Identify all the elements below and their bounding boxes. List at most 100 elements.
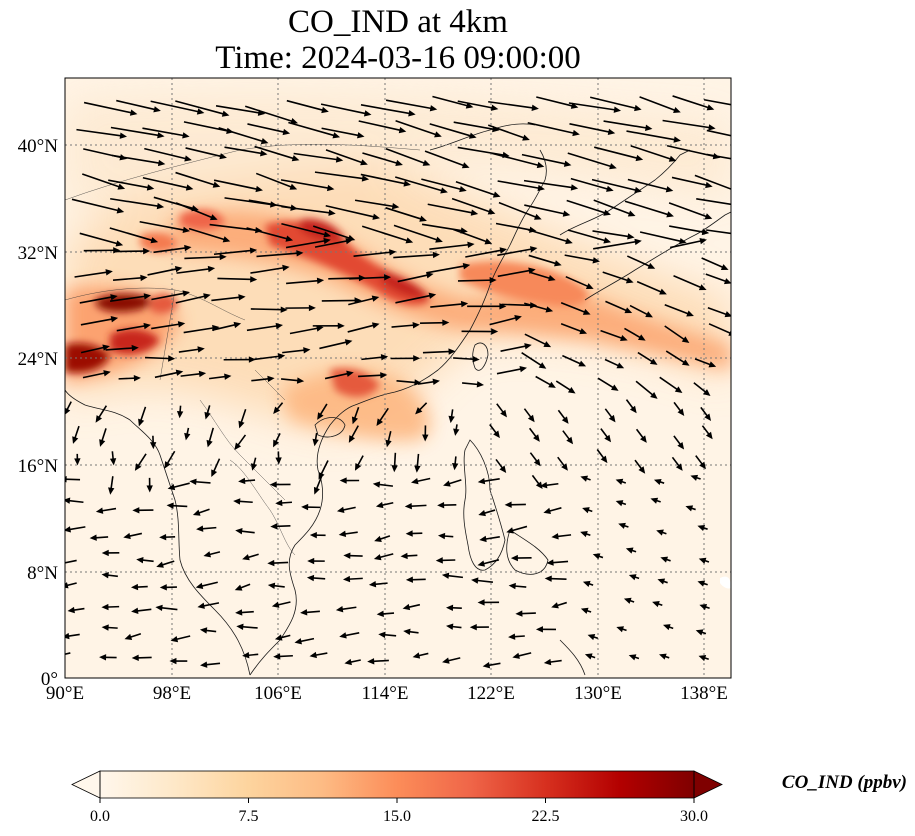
wind-vector-head xyxy=(209,214,218,221)
wind-vector-head xyxy=(531,104,539,111)
wind-vector-head xyxy=(414,379,422,386)
lon-tick-label: 138°E xyxy=(680,683,728,704)
wind-vector-shaft xyxy=(626,130,677,141)
wind-vector-shaft xyxy=(217,277,254,281)
wind-vector-head xyxy=(306,574,315,582)
wind-vector-head xyxy=(318,471,325,480)
wind-vector-head xyxy=(747,136,755,142)
wind-vector-shaft xyxy=(455,180,497,197)
wind-vector-head xyxy=(699,237,707,245)
wind-vector-head xyxy=(203,293,211,300)
wind-vector-head xyxy=(185,184,194,191)
wind-vector-shaft xyxy=(142,127,186,137)
wind-vector-shaft xyxy=(180,372,203,377)
wind-vector-head xyxy=(645,311,653,318)
lat-tick-label: 8°N xyxy=(27,563,58,584)
wind-vector-shaft xyxy=(706,153,731,160)
wind-vector-head xyxy=(238,294,246,301)
wind-vector-head xyxy=(519,365,527,373)
wind-vector-shaft xyxy=(453,121,496,131)
wind-vector-head xyxy=(367,658,375,665)
wind-vector-head xyxy=(448,348,456,355)
wind-vector-head xyxy=(290,118,299,125)
wind-vector-head xyxy=(159,533,167,541)
wind-vector-shaft xyxy=(246,227,290,241)
wind-vector-head xyxy=(197,602,205,609)
wind-vector-shaft xyxy=(495,222,533,232)
wind-vector-shaft xyxy=(481,478,500,483)
wind-vector-head xyxy=(212,181,221,188)
wind-vector-shaft xyxy=(524,333,548,346)
wind-vector-shaft xyxy=(639,231,683,243)
colorbar-extend-min xyxy=(71,770,101,799)
wind-vector-shaft xyxy=(564,254,596,262)
wind-vector-head xyxy=(615,478,624,485)
wind-vector-shaft xyxy=(500,344,528,352)
wind-vector-shaft xyxy=(82,371,107,379)
wind-vector-head xyxy=(348,435,355,443)
wind-vector-shaft xyxy=(280,179,331,190)
wind-vector-head xyxy=(301,503,309,511)
wind-vector-head xyxy=(326,184,335,192)
wind-vector-shaft xyxy=(693,382,708,395)
wind-vector-head xyxy=(405,530,413,537)
wind-vector-head xyxy=(101,624,109,631)
wind-vectors xyxy=(57,95,755,669)
wind-vector-head xyxy=(634,238,642,246)
wind-vector-head xyxy=(551,533,559,540)
wind-vector-head xyxy=(690,474,699,481)
wind-vector-head xyxy=(196,108,205,115)
wind-vector-shaft xyxy=(111,154,162,165)
wind-vector-head xyxy=(600,455,608,464)
wind-vector-shaft xyxy=(321,299,358,302)
wind-vector-shaft xyxy=(144,147,188,160)
wind-vector-shaft xyxy=(116,99,157,111)
wind-vector-head xyxy=(561,463,568,471)
wind-vector-shaft xyxy=(569,123,612,134)
wind-vector-head xyxy=(504,501,512,508)
wind-vector-head xyxy=(538,362,547,369)
wind-vector-head xyxy=(608,414,616,423)
lon-tick-label: 90°E xyxy=(46,683,84,704)
wind-vector-head xyxy=(207,265,216,273)
wind-vector-head xyxy=(323,237,331,245)
wind-vector-shaft xyxy=(694,174,731,190)
wind-vector-shaft xyxy=(361,356,385,361)
wind-vector-shaft xyxy=(362,152,400,165)
wind-vector-head xyxy=(698,655,707,662)
wind-vector-shaft xyxy=(567,229,608,242)
wind-vector-head xyxy=(647,262,656,269)
wind-vector-head xyxy=(123,532,131,540)
wind-vector-shaft xyxy=(109,227,155,242)
wind-vector-head xyxy=(238,477,246,485)
wind-vector-head xyxy=(235,609,243,616)
wind-vector-shaft xyxy=(150,100,201,113)
wind-vector-shaft xyxy=(481,559,500,566)
wind-vector-head xyxy=(57,560,65,566)
wind-vector-head xyxy=(527,414,535,423)
wind-vector-shaft xyxy=(566,199,608,215)
wind-vector-head xyxy=(412,652,421,659)
wind-vector-head xyxy=(101,603,109,611)
wind-vector-head xyxy=(175,369,184,376)
wind-vector-head xyxy=(673,136,681,143)
wind-vector-head xyxy=(385,439,392,448)
wind-vector-head xyxy=(443,480,451,487)
wind-vector-head xyxy=(398,126,407,134)
wind-vector-shaft xyxy=(637,351,655,364)
wind-vector-shaft xyxy=(246,324,279,332)
wind-vector-shaft xyxy=(253,355,282,361)
wind-vector-head xyxy=(146,485,153,493)
wind-vector-head xyxy=(441,572,450,579)
wind-vector-shaft xyxy=(65,559,77,564)
lat-tick-label: 16°N xyxy=(18,456,59,477)
wind-vector-shaft xyxy=(285,239,327,249)
wind-vector-head xyxy=(289,183,298,190)
wind-vector-shaft xyxy=(673,275,704,290)
colorbar-tick-label: 15.0 xyxy=(383,808,411,825)
wind-vector-shaft xyxy=(183,326,216,334)
wind-vector-head xyxy=(273,653,281,660)
wind-vector-head xyxy=(236,623,244,630)
wind-vector-head xyxy=(74,458,81,466)
wind-vector-head xyxy=(95,507,104,514)
